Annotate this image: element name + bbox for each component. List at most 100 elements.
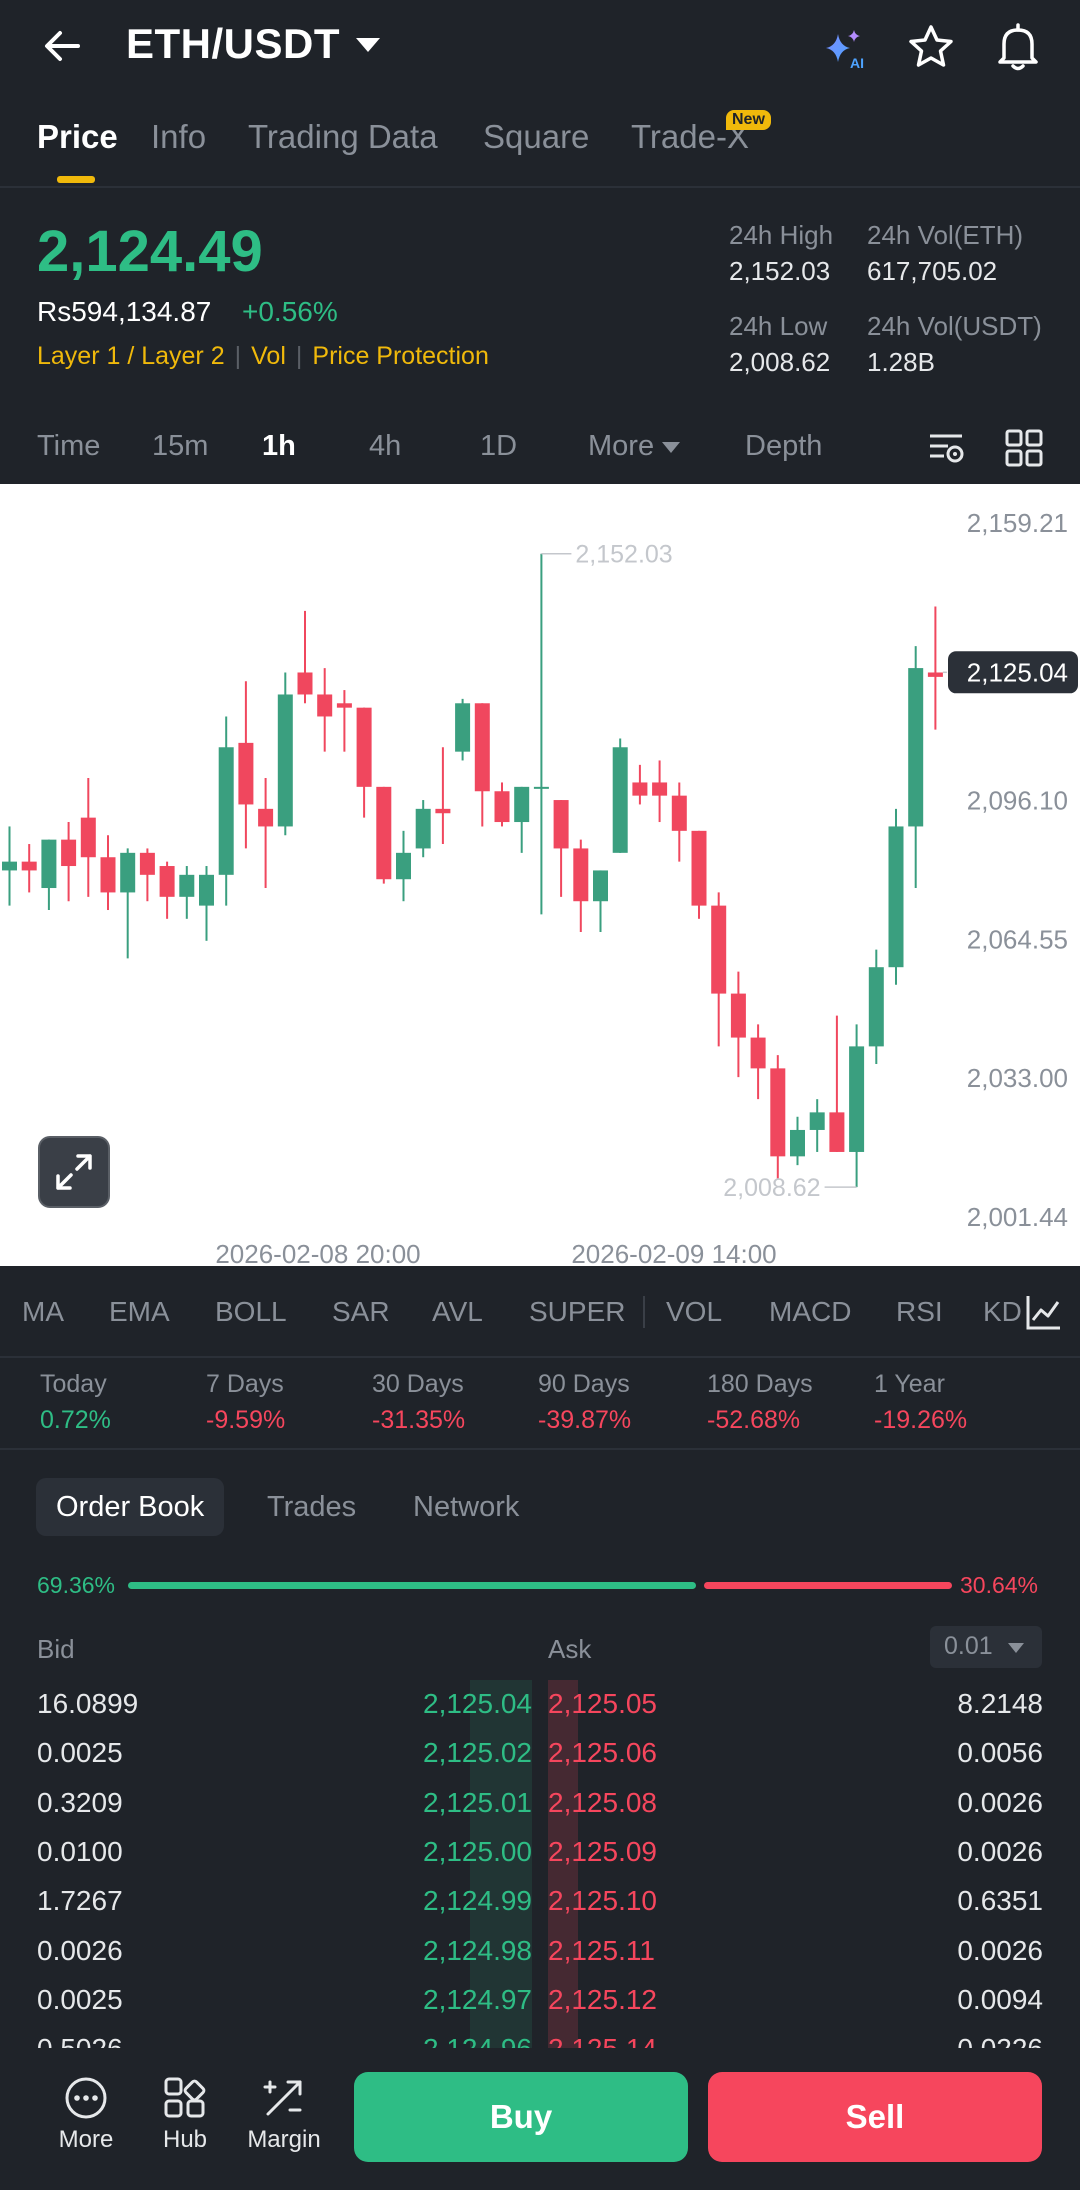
candle-body: [868, 967, 884, 1047]
ask-amount: 8.2148: [957, 1688, 1043, 1719]
more-button[interactable]: More: [46, 2072, 126, 2153]
tab-order-book[interactable]: Order Book: [36, 1478, 225, 1536]
candlestick-chart[interactable]: 2,159.212,127.652,096.102,064.552,033.00…: [0, 484, 1080, 1266]
order-book-row[interactable]: 1.7267 2,124.99 2,125.10 0.6351: [0, 1877, 1080, 1926]
margin-icon: [263, 2080, 302, 2116]
candle-body: [908, 668, 924, 827]
bell-icon[interactable]: [992, 20, 1044, 72]
star-icon[interactable]: [906, 22, 956, 72]
candle-body: [849, 1046, 865, 1152]
order-book-row[interactable]: 0.0100 2,125.00 2,125.09 0.0026: [0, 1828, 1080, 1877]
chart-settings-icon[interactable]: [926, 428, 966, 468]
candle-body: [2, 861, 17, 871]
candle-body: [593, 870, 608, 902]
ask-price: 2,125.09: [548, 1835, 657, 1867]
token-tags: Layer 1 / Layer 2 | Vol | Price Protection: [37, 342, 489, 370]
candle-body: [533, 786, 549, 789]
candle-body: [730, 993, 746, 1038]
candle-body: [41, 839, 57, 889]
order-book-row[interactable]: 0.3209 2,125.01 2,125.08 0.0026: [0, 1779, 1080, 1828]
indicator-ma[interactable]: MA: [22, 1296, 64, 1327]
interval-depth[interactable]: Depth: [745, 430, 823, 462]
order-book-row[interactable]: 0.0025 2,125.02 2,125.06 0.0056: [0, 1729, 1080, 1778]
ask-amount: 0.0226: [957, 2033, 1043, 2048]
bid-price: 2,124.96: [423, 2033, 532, 2048]
indicator-macd[interactable]: MACD: [769, 1296, 852, 1327]
perf-30d-label: 30 Days: [372, 1370, 464, 1398]
margin-button[interactable]: Margin: [244, 2072, 324, 2153]
candle-body: [199, 874, 214, 906]
perf-7d-value: -9.59%: [206, 1406, 286, 1434]
ask-header: Ask: [548, 1634, 592, 1664]
ask-amount: 0.0026: [957, 1835, 1043, 1867]
candle-body: [474, 703, 490, 792]
pair-selector[interactable]: ETH/USDT: [126, 20, 340, 67]
buy-button[interactable]: Buy: [354, 2072, 688, 2162]
bid-amount: 0.0100: [37, 1835, 123, 1867]
order-book-row[interactable]: 0.5026 2,124.96 2,125.14 0.0226: [0, 2025, 1080, 2048]
bid-amount: 0.0026: [37, 1934, 123, 1966]
indicator-super[interactable]: SUPER: [529, 1296, 626, 1327]
fullscreen-button[interactable]: [38, 1136, 110, 1208]
candle-body: [396, 852, 411, 880]
fiat-price: Rs594,134.87: [37, 296, 212, 327]
candle-body: [770, 1068, 786, 1157]
perf-today-value: 0.72%: [40, 1406, 111, 1434]
indicator-settings-icon[interactable]: [1024, 1292, 1064, 1332]
ai-sparkle-icon[interactable]: AI: [820, 24, 870, 74]
tag-price-protection[interactable]: Price Protection: [312, 342, 489, 370]
indicator-rsi[interactable]: RSI: [896, 1296, 943, 1327]
candle-body: [120, 852, 136, 893]
ask-price: 2,125.12: [548, 1983, 657, 2015]
candle-body: [159, 866, 175, 897]
interval-1h[interactable]: 1h: [262, 430, 296, 462]
order-book-row[interactable]: 0.0025 2,124.97 2,125.12 0.0094: [0, 1976, 1080, 2025]
indicator-divider: [643, 1296, 645, 1328]
candle-body: [888, 826, 904, 968]
perf-1y-label: 1 Year: [874, 1370, 945, 1398]
indicator-boll[interactable]: BOLL: [215, 1296, 287, 1327]
precision-selector[interactable]: 0.01: [930, 1626, 1042, 1668]
pair-dropdown-caret-icon[interactable]: [356, 38, 380, 52]
bid-amount: 0.5026: [37, 2033, 123, 2048]
interval-time[interactable]: Time: [37, 430, 101, 462]
stat-24h-vol-eth-label: 24h Vol(ETH): [867, 220, 1024, 250]
tab-square[interactable]: Square: [483, 118, 590, 155]
indicator-sar[interactable]: SAR: [332, 1296, 390, 1327]
interval-15m[interactable]: 15m: [152, 430, 209, 462]
interval-4h[interactable]: 4h: [369, 430, 402, 462]
hub-label: Hub: [162, 2126, 208, 2153]
interval-1d[interactable]: 1D: [480, 430, 518, 462]
tag-layer[interactable]: Layer 1 / Layer 2: [37, 342, 225, 370]
tab-trades[interactable]: Trades: [267, 1491, 357, 1523]
indicator-vol[interactable]: VOL: [666, 1296, 723, 1327]
chart-canvas[interactable]: 2,159.212,127.652,096.102,064.552,033.00…: [0, 484, 1080, 1266]
tab-trading-data[interactable]: Trading Data: [248, 118, 438, 155]
x-tick-label: 2026-02-08 20:00: [215, 1239, 420, 1266]
candle-body: [790, 1129, 805, 1157]
layout-grid-icon[interactable]: [1004, 428, 1044, 468]
tab-price[interactable]: Price: [37, 118, 118, 155]
candle-body: [317, 694, 333, 717]
order-book-row[interactable]: 0.0026 2,124.98 2,125.11 0.0026: [0, 1927, 1080, 1976]
hub-button[interactable]: Hub: [145, 2072, 225, 2153]
order-book-row[interactable]: 16.0899 2,125.04 2,125.05 8.2148: [0, 1680, 1080, 1729]
stat-24h-vol-usdt: 1.28B: [867, 347, 935, 377]
header: ETH/USDT AI: [0, 0, 1080, 92]
indicator-avl[interactable]: AVL: [432, 1296, 483, 1327]
bid-amount: 0.3209: [37, 1786, 123, 1818]
tag-vol[interactable]: Vol: [251, 342, 286, 370]
interval-more[interactable]: More: [588, 430, 681, 463]
ask-amount: 0.0026: [957, 1786, 1043, 1818]
order-book: 16.0899 2,125.04 2,125.05 8.2148 0.0025 2,125…: [0, 1680, 1080, 2048]
sell-button[interactable]: Sell: [708, 2072, 1042, 2162]
candle-body: [336, 703, 352, 708]
current-price-tag: [948, 651, 1078, 694]
back-arrow-icon[interactable]: [38, 22, 86, 70]
bid-ratio-bar: [128, 1582, 696, 1589]
tab-info[interactable]: Info: [151, 118, 207, 155]
indicator-ema[interactable]: EMA: [109, 1296, 170, 1327]
tab-network[interactable]: Network: [413, 1491, 520, 1523]
perf-90d-value: -39.87%: [538, 1406, 632, 1434]
indicator-kd[interactable]: KD: [983, 1296, 1022, 1327]
